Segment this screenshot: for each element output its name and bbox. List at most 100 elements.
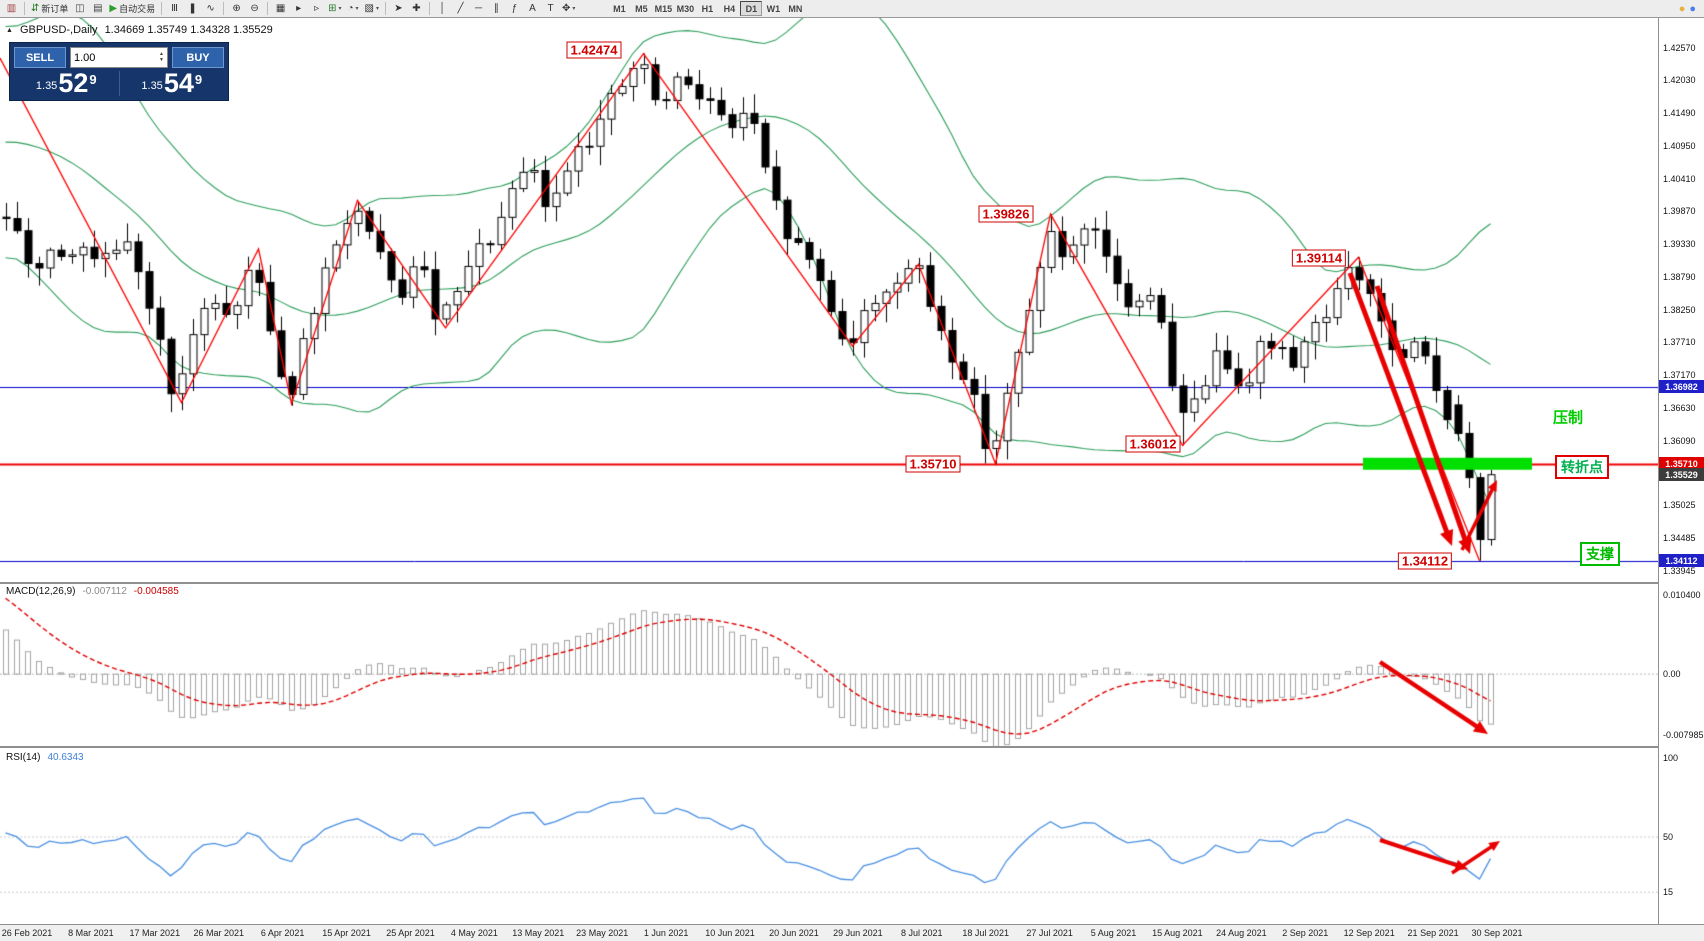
timeframe-h4[interactable]: H4	[723, 3, 736, 14]
auto-trading-button[interactable]: ▶ 自动交易	[109, 2, 156, 14]
timeframe-mn[interactable]: MN	[788, 3, 803, 14]
sell-button[interactable]: SELL	[14, 47, 66, 68]
zoom-out-button[interactable]: ⊖	[250, 2, 259, 14]
date-label: 8 Mar 2021	[68, 928, 114, 938]
horizontal-line-button[interactable]: ─	[474, 2, 483, 14]
buy-button[interactable]: BUY	[172, 47, 224, 68]
terminal-button[interactable]: ▤	[93, 2, 103, 14]
macd-panel-canvas[interactable]	[0, 584, 1658, 746]
date-label: 4 May 2021	[450, 928, 498, 938]
equidistant-channel-button[interactable]: ∥	[494, 2, 499, 14]
timeframe-d1[interactable]: D1	[740, 1, 763, 16]
price-axis-tick: 1.35025	[1663, 500, 1696, 511]
timeframe-m15[interactable]: M15	[654, 3, 673, 14]
sell-price-pip: 9	[89, 72, 97, 87]
price-label[interactable]: 1.39114	[1291, 249, 1347, 267]
price-axis-tick: 1.42030	[1663, 75, 1696, 86]
price-label[interactable]: 1.42474	[566, 41, 622, 59]
macd-name: MACD(12,26,9)	[6, 586, 76, 597]
date-label: 2 Sep 2021	[1282, 928, 1329, 938]
quote-divider	[118, 71, 120, 96]
timeframe-toolbar: M1 M5 M15 M30 H1 H4 D1 W1 MN	[608, 1, 806, 16]
main-chart-canvas[interactable]	[0, 18, 1658, 582]
price-tag: 1.35529	[1659, 468, 1704, 482]
date-label: 15 Apr 2021	[322, 928, 371, 938]
rsi-panel-canvas[interactable]	[0, 748, 1658, 924]
community-icon[interactable]: ●	[1689, 2, 1696, 15]
price-axis[interactable]: 1.42570 1.42030 1.41490 1.40950 1.40410 1.398…	[1658, 18, 1704, 924]
tile-windows-button[interactable]: ▦	[275, 2, 286, 14]
timeframe-m30[interactable]: M30	[676, 3, 695, 14]
price-axis-tick: 1.38790	[1663, 271, 1696, 282]
volume-input[interactable]: 1.00 ▲ ▼	[70, 47, 168, 68]
symbol-marker-icon: ▲	[6, 26, 13, 34]
price-axis-tick: 1.36630	[1663, 402, 1696, 413]
periods-button[interactable]: ◔ ▾	[347, 2, 359, 14]
macd-indicator-label: MACD(12,26,9) -0.007112 -0.004585	[6, 586, 179, 597]
new-chart-button[interactable]: ▥	[6, 2, 17, 14]
timeframe-m1[interactable]: M1	[613, 3, 626, 14]
rsi-axis-label: 100	[1663, 753, 1679, 763]
price-label[interactable]: 1.36012	[1125, 435, 1181, 453]
price-label[interactable]: 1.35710	[905, 455, 961, 473]
timeframe-w1[interactable]: W1	[766, 3, 781, 14]
date-label: 20 Jun 2021	[769, 928, 819, 938]
bar-chart-button[interactable]: Ⅲ	[171, 2, 179, 14]
price-axis-tick: 1.39330	[1663, 239, 1696, 250]
price-tag: 1.35710	[1659, 457, 1704, 471]
date-label: 26 Mar 2021	[193, 928, 245, 938]
panel-splitter[interactable]	[0, 582, 1658, 584]
timeframe-h1[interactable]: H1	[701, 3, 714, 14]
time-axis[interactable]: 26 Feb 2021 8 Mar 2021 17 Mar 2021 26 Mar 2…	[0, 924, 1704, 941]
market-watch-button[interactable]: ◫	[75, 2, 85, 14]
date-label: 5 Aug 2021	[1090, 928, 1137, 938]
text-annotation[interactable]: 支撑	[1580, 542, 1620, 566]
price-axis-tick: 1.37710	[1663, 337, 1696, 348]
toolbar-separator	[223, 2, 225, 15]
date-label: 30 Sep 2021	[1471, 928, 1523, 938]
chart-shift-button[interactable]: ▹	[314, 2, 320, 14]
date-label: 23 May 2021	[576, 928, 629, 938]
line-chart-button[interactable]: ∿	[206, 2, 215, 14]
buy-price-prefix: 1.35	[141, 79, 163, 92]
price-label[interactable]: 1.39826	[978, 205, 1034, 223]
date-label: 8 Jul 2021	[901, 928, 943, 938]
arrows-button[interactable]: ✥ ▾	[562, 2, 576, 14]
timeframe-m5[interactable]: M5	[635, 3, 648, 14]
rsi-axis-label: 50	[1663, 832, 1674, 842]
help-icon[interactable]: ●	[1678, 2, 1686, 15]
crosshair-button[interactable]: ✚	[412, 2, 421, 14]
rsi-value: 40.6343	[47, 752, 84, 763]
zoom-in-button[interactable]: ⊕	[232, 2, 241, 14]
indicators-button[interactable]: ⊞ ▾	[328, 2, 342, 14]
text-annotation[interactable]: 转折点	[1555, 455, 1609, 479]
auto-scroll-button[interactable]: ▸	[296, 2, 302, 14]
volume-stepper[interactable]: ▲ ▼	[159, 51, 164, 63]
price-axis-tick: 1.34485	[1663, 533, 1696, 544]
vertical-line-button[interactable]: │	[439, 2, 446, 14]
templates-button[interactable]: ▧ ▾	[364, 2, 379, 14]
text-label-button[interactable]: T	[547, 2, 554, 14]
sell-quote[interactable]: 1.35 52 9	[14, 68, 119, 98]
fibonacci-button[interactable]: ƒ	[511, 2, 518, 14]
toolbar-separator	[161, 2, 163, 15]
text-button[interactable]: A	[529, 2, 536, 14]
price-label[interactable]: 1.34112	[1397, 552, 1453, 570]
panel-splitter[interactable]	[0, 746, 1658, 748]
cursor-button[interactable]: ➤	[394, 2, 403, 14]
date-label: 13 May 2021	[512, 928, 565, 938]
candlestick-chart-button[interactable]: ❚	[188, 2, 197, 14]
date-label: 6 Apr 2021	[260, 928, 305, 938]
chart-title: ▲ GBPUSD-,Daily 1.34669 1.35749 1.34328 …	[6, 24, 273, 36]
text-annotation[interactable]: 压制	[1552, 409, 1584, 427]
date-label: 29 Jun 2021	[833, 928, 883, 938]
macd-axis-label: 0.00	[1663, 669, 1681, 680]
macd-axis-label: 0.010400	[1663, 589, 1701, 600]
price-axis-tick: 1.39870	[1663, 206, 1696, 217]
macd-signal-value: -0.004585	[133, 586, 179, 597]
toolbar-separator	[267, 2, 269, 15]
new-order-button[interactable]: ⇵ 新订单	[31, 2, 69, 14]
buy-quote[interactable]: 1.35 54 9	[120, 70, 225, 97]
trendline-button[interactable]: ╱	[457, 2, 464, 14]
sell-price-big: 52	[58, 68, 89, 98]
